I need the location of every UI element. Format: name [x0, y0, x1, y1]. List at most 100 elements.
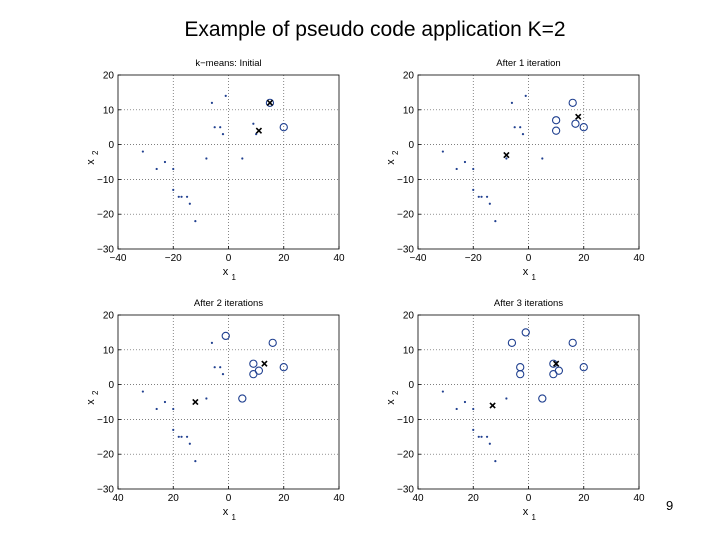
x-tick-label: −20 [165, 253, 182, 264]
data-point-dot [219, 366, 222, 369]
data-point-dot [463, 400, 467, 404]
data-point-dot [480, 435, 483, 438]
x-tick-label: 20 [468, 493, 480, 504]
data-point-dot [494, 460, 497, 463]
data-point-dot [241, 157, 244, 160]
y-tick-label: 10 [103, 345, 115, 356]
centroid-stroke [489, 402, 496, 409]
y-axis-label: x [385, 159, 397, 165]
data-point-dot [494, 220, 497, 223]
y-axis-label-subscript: 2 [91, 150, 100, 155]
x-tick-label: −20 [465, 253, 482, 264]
data-point-dot [205, 397, 208, 400]
data-point-dot [505, 397, 508, 400]
y-tick-label: 0 [108, 140, 114, 151]
y-tick-label: 0 [108, 380, 114, 391]
data-point-dot [472, 188, 475, 191]
y-tick-label: −20 [97, 450, 114, 461]
centroid-stroke [192, 398, 199, 406]
panel-title: After 3 iterations [494, 298, 563, 309]
centroid-marker [503, 151, 510, 159]
data-point-dot [210, 341, 214, 344]
y-tick-label: 20 [403, 71, 415, 82]
data-point-dot [185, 195, 189, 198]
y-tick-label: −30 [397, 485, 414, 496]
data-point-dot [477, 435, 480, 438]
data-point-circle [568, 338, 577, 347]
data-point-dot [252, 122, 255, 125]
data-point-dot [224, 94, 227, 97]
x-tick-label: 0 [226, 493, 232, 504]
scatter-panel-4: 40 20 0 20 40 20 10 0 −10 −20 −30 After 3 iteration… [385, 298, 645, 522]
data-point-dot [472, 407, 475, 411]
centroid-stroke [266, 99, 274, 107]
data-point-dot [488, 202, 491, 205]
data-point-circle [254, 366, 264, 375]
data-point-dot [472, 167, 475, 171]
data-point-dot [488, 442, 491, 445]
y-tick-label: 10 [403, 105, 415, 116]
data-point-dot [213, 126, 216, 129]
x-tick-label: −40 [410, 253, 427, 264]
y-tick-label: −10 [397, 175, 414, 186]
y-tick-label: −20 [97, 210, 114, 221]
y-tick-label: −10 [97, 175, 114, 186]
data-point-dot [172, 428, 175, 431]
data-point-dot [155, 407, 158, 411]
x-axis-label: x [223, 506, 229, 518]
data-point-circle [516, 370, 525, 379]
centroid-marker [489, 402, 496, 409]
y-tick-label: 10 [103, 105, 115, 116]
data-point-dot [510, 101, 514, 104]
y-axis-label: x [385, 399, 397, 405]
scatter-panel-3: 40 20 0 20 40 20 10 0 −10 −20 −30 After 2 iteration… [85, 298, 345, 522]
x-axis-label-subscript: 1 [532, 513, 537, 522]
data-point-dot [219, 126, 222, 129]
data-point-dot [210, 101, 214, 104]
y-tick-label: 20 [103, 311, 115, 322]
x-tick-label: 20 [578, 493, 590, 504]
data-point-circle [507, 338, 517, 347]
data-point-circle [551, 126, 561, 135]
data-point-circle [221, 331, 230, 341]
data-point-dot [477, 195, 480, 198]
data-point-dot [480, 195, 483, 198]
data-point-circle [554, 366, 564, 375]
data-point-dot [141, 150, 144, 153]
data-point-circle [538, 394, 547, 403]
y-tick-label: −20 [397, 210, 414, 221]
centroid-stroke [503, 151, 510, 159]
x-tick-label: 40 [333, 493, 345, 504]
data-point-dot [141, 390, 144, 393]
centroid-marker [192, 398, 199, 406]
data-point-dot [463, 160, 467, 164]
centroid-marker [575, 113, 582, 120]
x-tick-label: 40 [112, 493, 124, 504]
panel-title: k−means: Initial [195, 58, 261, 69]
centroid-marker [266, 99, 274, 107]
data-point-circle [568, 98, 577, 107]
data-point-circle [279, 123, 288, 132]
slide-title: Example of pseudo code application K=2 [184, 18, 566, 41]
y-tick-label: −10 [97, 415, 114, 426]
data-point-dot [172, 188, 175, 191]
x-tick-label: 0 [226, 253, 232, 264]
x-axis-label: x [523, 506, 529, 518]
data-point-dot [441, 150, 444, 153]
y-tick-label: 10 [403, 345, 415, 356]
x-tick-label: 0 [526, 493, 532, 504]
data-point-dot [213, 366, 216, 369]
x-axis-label-subscript: 1 [532, 273, 537, 282]
data-point-dot [221, 133, 225, 136]
data-point-dot [455, 407, 458, 411]
data-point-dot [188, 202, 191, 205]
centroid-marker [255, 127, 263, 134]
y-tick-label: 0 [408, 380, 414, 391]
data-point-dot [155, 167, 158, 171]
data-point-dot [441, 390, 444, 393]
data-point-circle [279, 363, 288, 372]
x-tick-label: 40 [333, 253, 345, 264]
y-axis-label-subscript: 2 [91, 390, 100, 395]
y-axis-label-subscript: 2 [391, 150, 400, 155]
data-point-circle [265, 98, 275, 107]
